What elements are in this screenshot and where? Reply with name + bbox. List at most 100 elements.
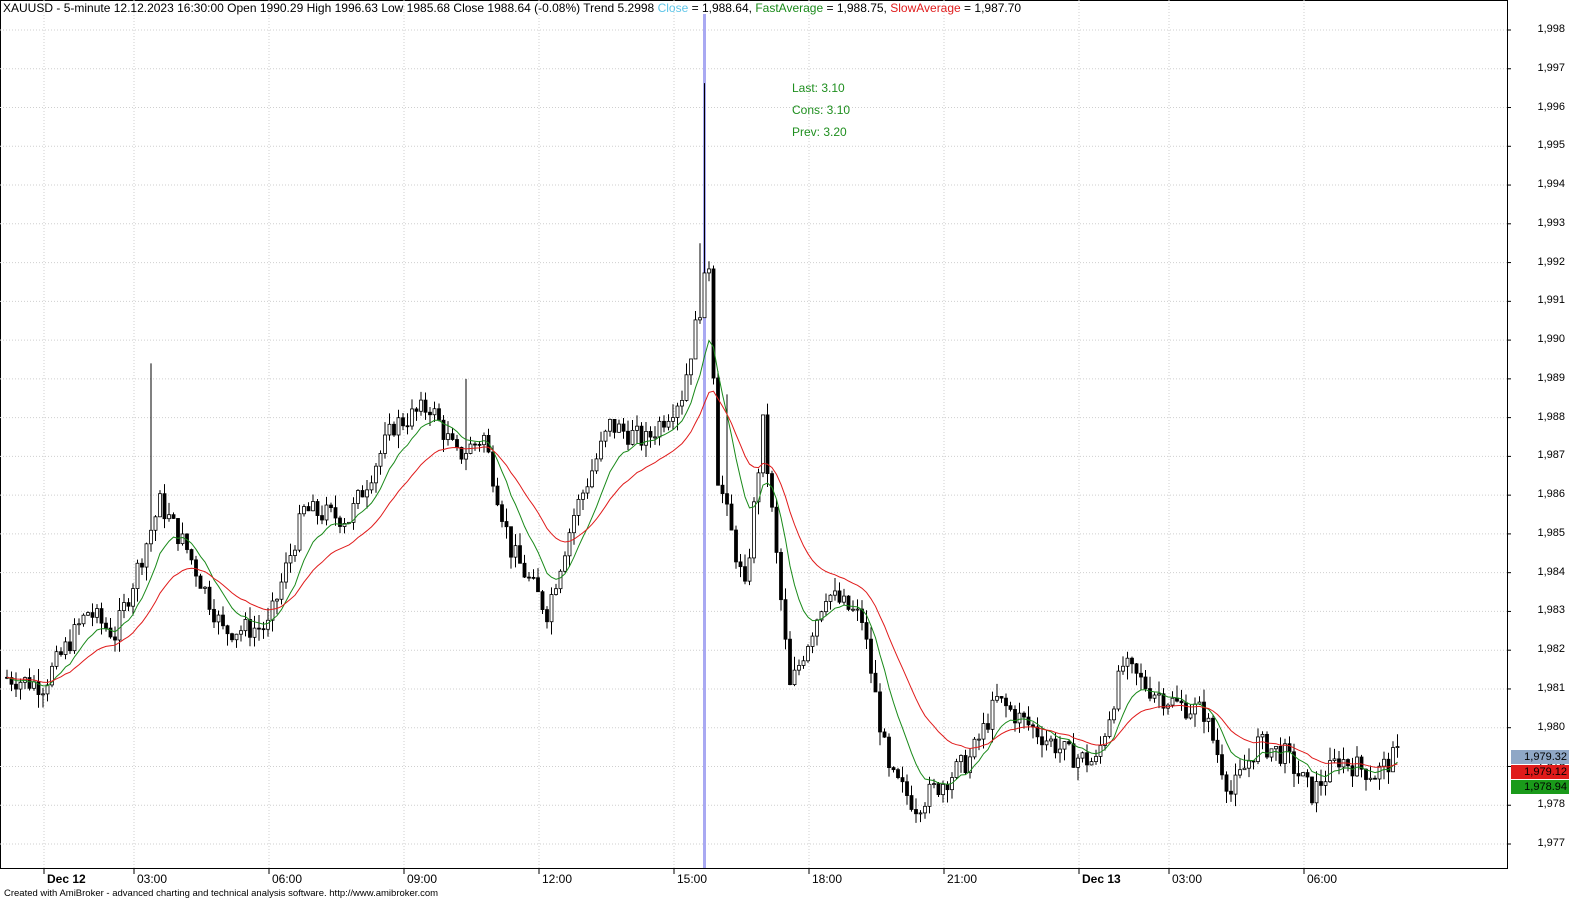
trend-value: Trend 5.2998	[583, 1, 655, 15]
candle-body	[779, 552, 783, 601]
candle-body	[1224, 774, 1229, 792]
candle-body	[617, 423, 621, 433]
candle-body	[252, 627, 257, 638]
candle-body	[1170, 697, 1175, 706]
candle-body	[1395, 746, 1400, 748]
candle-body	[113, 636, 117, 641]
candle-body	[563, 555, 567, 572]
candle-body	[176, 518, 180, 545]
candle-body	[203, 586, 207, 589]
candle-body	[864, 622, 869, 640]
candle-body	[414, 408, 419, 412]
candle-body	[846, 595, 851, 610]
candle-body	[729, 503, 734, 531]
candle-body	[225, 625, 230, 635]
candle-body	[230, 633, 234, 641]
price-label: 1,979.12	[1511, 765, 1569, 779]
candle-body	[365, 489, 369, 498]
annotation-cons: Cons: 3.10	[792, 103, 851, 117]
x-tick-label: 06:00	[1307, 872, 1338, 886]
candle-body	[585, 486, 590, 494]
candle-body	[923, 805, 927, 814]
candle-body	[698, 317, 702, 321]
y-tick-label: 1,978	[1537, 798, 1565, 811]
x-tick-label: 09:00	[407, 872, 438, 886]
candle-body	[914, 809, 918, 815]
y-tick-label: 1,996	[1537, 100, 1565, 113]
candle-body	[1184, 702, 1188, 719]
candle-body	[18, 681, 23, 690]
candle-body	[1391, 747, 1395, 773]
y-tick-label: 1,987	[1537, 449, 1565, 462]
candle-body	[1292, 751, 1296, 774]
candle-body	[878, 691, 882, 733]
candle-body	[815, 619, 819, 637]
candle-body	[401, 417, 405, 427]
candle-body	[716, 377, 720, 486]
y-tick-label: 1,986	[1537, 488, 1565, 501]
candle-body	[306, 506, 311, 512]
candle-body	[59, 651, 63, 655]
y-tick-label: 1,993	[1537, 216, 1565, 229]
x-tick-label: 12:00	[542, 872, 573, 886]
candle-body	[554, 588, 558, 595]
candle-body	[797, 665, 801, 671]
candle-body	[1125, 657, 1130, 667]
candle-body	[702, 272, 707, 319]
candle-body	[1386, 758, 1391, 773]
candle-body	[801, 660, 806, 666]
candle-body	[1193, 703, 1197, 715]
candle-body	[495, 485, 500, 506]
x-tick-label: 03:00	[137, 872, 168, 886]
candle-body	[671, 417, 675, 422]
candle-body	[981, 723, 986, 740]
candle-body	[54, 651, 59, 667]
candle-body	[653, 436, 657, 439]
x-tick-label: 21:00	[947, 872, 978, 886]
candle-body	[1085, 752, 1089, 766]
candle-body	[324, 504, 329, 521]
candle-body	[509, 526, 513, 558]
candle-body	[612, 418, 617, 433]
candle-body	[581, 492, 585, 500]
candle-body	[378, 453, 383, 467]
candle-body	[900, 777, 905, 783]
candle-body	[1058, 748, 1062, 754]
candle-body	[644, 431, 648, 446]
candle-body	[1247, 760, 1251, 769]
candle-body	[837, 590, 842, 603]
candle-body	[1328, 760, 1332, 783]
candle-body	[536, 577, 540, 593]
y-tick-label: 1,984	[1537, 565, 1565, 578]
candle-body	[428, 411, 432, 416]
candle-body	[1121, 665, 1125, 672]
candle-body	[95, 608, 99, 618]
footer-credit: Created with AmiBroker - advanced charti…	[4, 888, 439, 899]
y-tick-label: 1,985	[1537, 526, 1565, 539]
y-tick-label: 1,995	[1537, 139, 1565, 152]
candle-body	[1134, 663, 1139, 674]
candle-body	[437, 408, 441, 421]
candle-body	[1022, 712, 1026, 718]
candle-body	[36, 681, 41, 695]
symbol: XAUUSD	[3, 1, 54, 15]
candle-body	[860, 608, 864, 623]
candle-body	[927, 783, 932, 807]
annotation-prev: Prev: 3.20	[792, 125, 847, 139]
candle-body	[396, 417, 401, 436]
candle-body	[842, 595, 846, 603]
candle-body	[792, 669, 797, 686]
candle-body	[1368, 777, 1373, 780]
candle-body	[675, 405, 680, 418]
candle-body	[1026, 716, 1031, 726]
y-tick-label: 1,998	[1537, 23, 1565, 35]
candle-body	[387, 423, 392, 436]
candle-body	[540, 591, 545, 610]
candle-body	[680, 400, 684, 407]
candle-body	[905, 781, 909, 796]
candle-body	[1179, 700, 1184, 704]
candle-body	[90, 612, 95, 618]
candle-body	[995, 696, 999, 701]
candle-body	[756, 472, 761, 503]
candle-body	[1350, 765, 1355, 777]
